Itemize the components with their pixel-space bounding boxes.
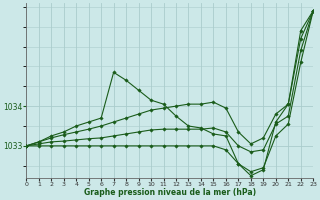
X-axis label: Graphe pression niveau de la mer (hPa): Graphe pression niveau de la mer (hPa)	[84, 188, 256, 197]
